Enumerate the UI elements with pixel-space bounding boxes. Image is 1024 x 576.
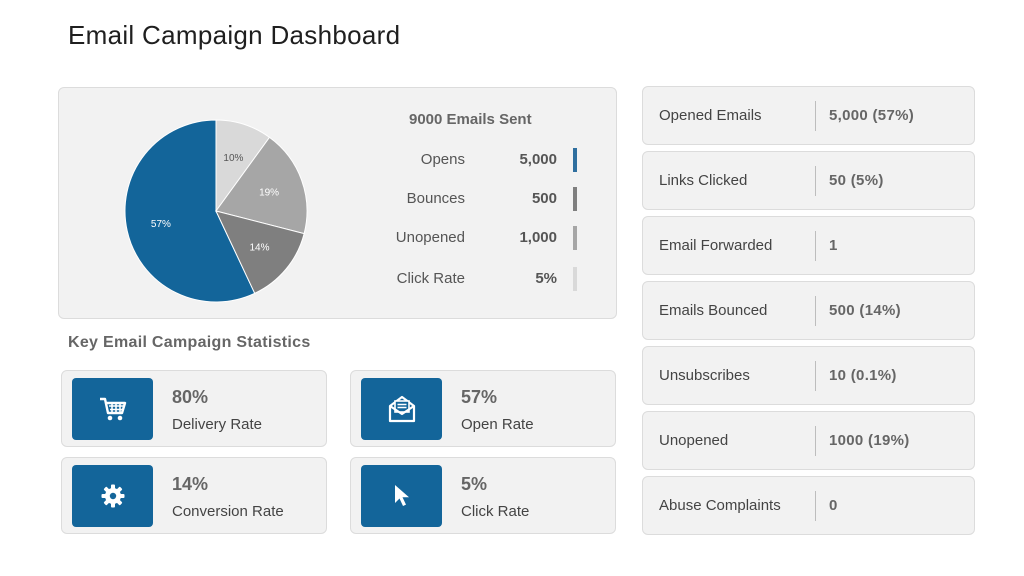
legend-swatch [573,148,577,172]
metric-value: 0 [829,497,838,514]
pie-slice-label: 19% [259,187,279,198]
metric-links-clicked: Links Clicked 50 (5%) [642,151,975,210]
metric-divider [815,296,816,326]
legend-label: Bounces [406,190,465,207]
metric-value: 1 [829,237,838,254]
metric-divider [815,426,816,456]
metric-value: 500 (14%) [829,302,901,319]
stat-card-open-rate: 57% Open Rate [350,370,616,447]
stat-card-click-rate: 5% Click Rate [350,457,616,534]
stat-card-delivery-rate: 80% Delivery Rate [61,370,327,447]
legend-row-click-rate: Click Rate 5% [359,267,589,293]
pie-slice-2 [215,136,308,235]
legend-label: Opens [420,151,465,168]
legend-row-opens: Opens 5,000 [359,148,589,174]
stats-section-title: Key Email Campaign Statistics [68,334,311,351]
metric-value: 50 (5%) [829,172,884,189]
cursor-icon [361,465,442,527]
chart-panel: 57% 10% 19% 14% 9000 Emails Sent Opens 5,00… [58,87,617,319]
metric-divider [815,231,816,261]
stat-label: Click Rate [461,503,530,520]
gear-icon [72,465,153,527]
legend-swatch [573,267,577,291]
metric-label: Unopened [659,432,729,449]
metric-opened-emails: Opened Emails 5,000 (57%) [642,86,975,145]
metric-abuse-complaints: Abuse Complaints 0 [642,476,975,535]
legend-value: 500 [531,190,557,207]
legend-label: Click Rate [396,270,465,287]
metric-divider [815,101,816,131]
legend-swatch [573,187,577,211]
metric-emails-bounced: Emails Bounced 500 (14%) [642,281,975,340]
legend-row-bounces: Bounces 500 [359,187,589,213]
stat-value: 80% [172,387,209,407]
metric-value: 10 (0.1%) [829,367,897,384]
stat-value: 57% [461,387,498,407]
page-title: Email Campaign Dashboard [68,20,401,50]
stat-label: Delivery Rate [172,416,263,433]
stat-value: 5% [461,474,488,494]
chart-title: 9000 Emails Sent [409,111,532,128]
stat-value: 14% [172,474,209,494]
metric-unsubscribes: Unsubscribes 10 (0.1%) [642,346,975,405]
pie-slice-3 [215,210,305,295]
metric-unopened: Unopened 1000 (19%) [642,411,975,470]
metric-divider [815,166,816,196]
metric-label: Links Clicked [659,172,748,189]
stat-label: Open Rate [461,416,534,433]
stat-label: Conversion Rate [172,503,284,520]
stat-card-conversion-rate: 14% Conversion Rate [61,457,327,534]
legend-label: Unopened [395,229,465,246]
legend-swatch [573,226,577,250]
legend-row-unopened: Unopened 1,000 [359,226,589,252]
metric-value: 1000 (19%) [829,432,910,449]
pie-slice-label: 10% [223,153,243,164]
pie-slice-label: 57% [151,219,171,230]
pie-chart: 57% 10% 19% 14% [124,119,308,303]
shopping-cart-icon [72,378,153,440]
metric-label: Email Forwarded [659,237,773,254]
metric-divider [815,361,816,391]
metric-label: Opened Emails [659,107,762,124]
legend-value: 5% [535,270,557,287]
open-envelope-icon [361,378,442,440]
metric-label: Emails Bounced [659,302,768,319]
pie-slice-label: 14% [249,242,269,253]
legend-value: 1,000 [519,229,557,246]
metric-label: Unsubscribes [659,367,750,384]
metric-email-forwarded: Email Forwarded 1 [642,216,975,275]
legend-value: 5,000 [519,151,557,168]
metric-value: 5,000 (57%) [829,107,915,124]
pie-slice-0 [124,119,256,303]
metric-divider [815,491,816,521]
metric-label: Abuse Complaints [659,497,781,514]
